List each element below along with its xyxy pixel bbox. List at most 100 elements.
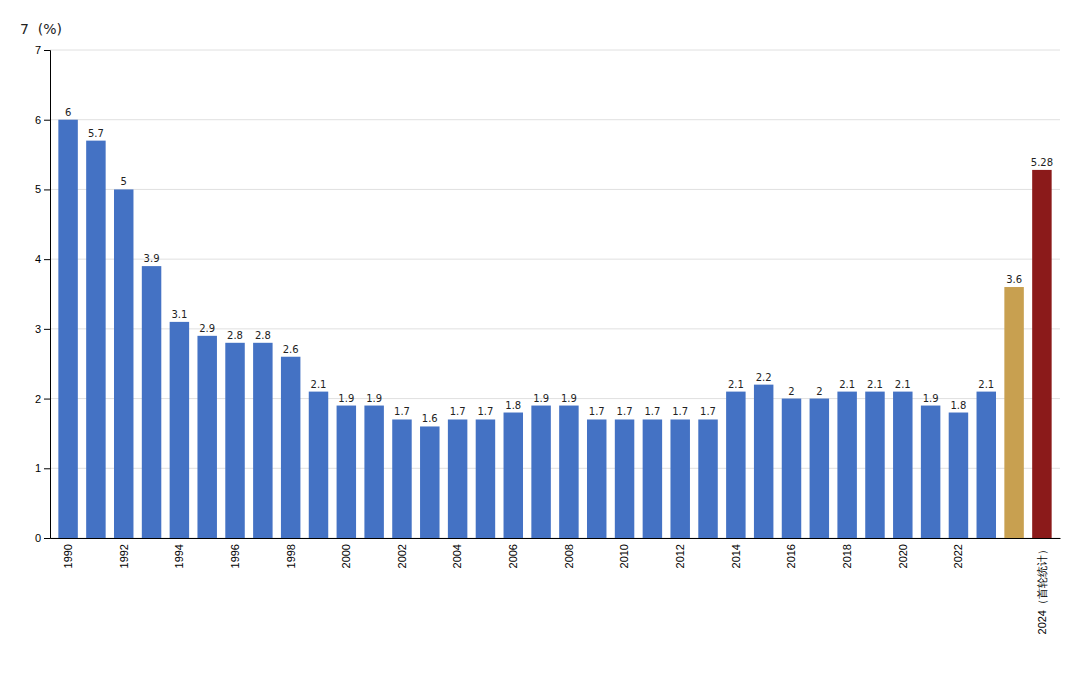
bar [364,406,383,538]
y-axis: 01234567 [35,44,51,544]
y-tick: 6 [35,114,50,126]
x-tick: 2016 [785,544,797,568]
data-label: 5.7 [88,128,104,139]
data-label: 1.8 [950,400,966,411]
y-tick-label: 1 [35,462,41,474]
data-label: 3.9 [144,253,160,264]
bar [197,336,216,538]
grid-line [50,259,1060,260]
bar [170,322,189,538]
x-tick-label: 2008 [563,544,575,568]
x-tick-label: 2002 [396,544,408,568]
bar [281,357,300,538]
data-label: 2.6 [283,344,299,355]
data-label: 1.7 [477,406,493,417]
y-tick: 0 [35,532,50,544]
x-tick: 2000 [340,544,352,568]
x-axis: 1990 1992 1994 1996 1998 2000 2002 2004 2006 2008… [51,539,1061,635]
y-axis-line [44,51,51,539]
bar [559,406,578,538]
x-tick-label: 2000 [340,544,352,568]
data-label: 2.8 [227,330,243,341]
x-tick: 2012 [674,544,686,568]
grid [50,50,1060,538]
x-tick-label: 2006 [507,544,519,568]
bar [420,426,439,538]
bar [865,392,884,538]
y-tick-mark [44,50,50,51]
bar [476,419,495,538]
plot-area: 65.753.93.12.92.82.82.62.11.91.91.71.61.… [20,21,1061,634]
x-tick-label: 2018 [841,544,853,568]
x-tick-label: 1990 [62,544,74,568]
data-label: 3.6 [1006,274,1022,285]
data-label: 1.9 [923,393,939,404]
data-label: 2 [816,386,822,397]
x-tick-label: 2004 [451,544,463,568]
x-tick: 2008 [563,544,575,568]
data-label: 2.8 [255,330,271,341]
x-tick: 2006 [507,544,519,568]
y-tick-label: 2 [35,393,41,405]
x-tick: 1998 [285,544,297,568]
x-tick: 1996 [229,544,241,568]
data-label: 1.8 [505,400,521,411]
data-label: 1.9 [561,393,577,404]
x-tick-label: 2012 [674,544,686,568]
x-tick: 2004 [451,544,463,568]
y-tick: 5 [35,183,50,195]
y-tick-label: 3 [35,323,41,335]
bar [754,385,773,538]
data-label: 1.7 [589,406,605,417]
data-label: 2.1 [311,379,327,390]
data-label: 1.7 [450,406,466,417]
data-label: 1.7 [672,406,688,417]
data-label: 1.7 [644,406,660,417]
x-tick-label: 1998 [285,544,297,568]
bar [977,392,996,538]
y-tick: 2 [35,393,50,405]
data-label: 1.9 [338,393,354,404]
bar [392,419,411,538]
bar [587,419,606,538]
data-label: 5 [121,176,127,187]
bar [448,419,467,538]
x-tick-label: 2010 [618,544,630,568]
x-tick-label: 1996 [229,544,241,568]
y-tick-mark [44,399,50,400]
bar [531,406,550,538]
data-labels: 65.753.93.12.92.82.82.62.11.91.91.71.61.… [65,107,1053,425]
data-label: 5.28 [1031,157,1053,168]
bar [142,266,161,538]
bar [114,189,133,538]
x-tick: 2022 [952,544,964,568]
y-tick-mark [44,259,50,260]
bar [837,392,856,538]
x-tick: 2024（首轮统计） [1036,544,1048,634]
bar [86,141,105,538]
bar [504,413,523,538]
bar [893,392,912,538]
data-label: 1.7 [700,406,716,417]
x-tick: 2014 [730,544,742,568]
data-label: 1.7 [394,406,410,417]
bar [670,419,689,538]
bar [921,406,940,538]
x-tick-label: 1994 [173,544,185,568]
bar [337,406,356,538]
y-tick: 7 [35,44,50,56]
data-label: 2.2 [756,372,772,383]
chart: 65.753.93.12.92.82.82.62.11.91.91.71.61.… [0,0,1080,688]
bars [58,120,1051,538]
bar [225,343,244,538]
y-axis-label: 7 (%) [20,21,62,37]
y-tick: 3 [35,323,50,335]
bar [1032,170,1051,538]
bar [949,413,968,538]
x-tick: 1992 [118,544,130,568]
bar [309,392,328,538]
data-label: 6 [65,107,71,118]
grid-line [50,119,1060,120]
x-tick-label: 2022 [952,544,964,568]
data-label: 2.1 [728,379,744,390]
